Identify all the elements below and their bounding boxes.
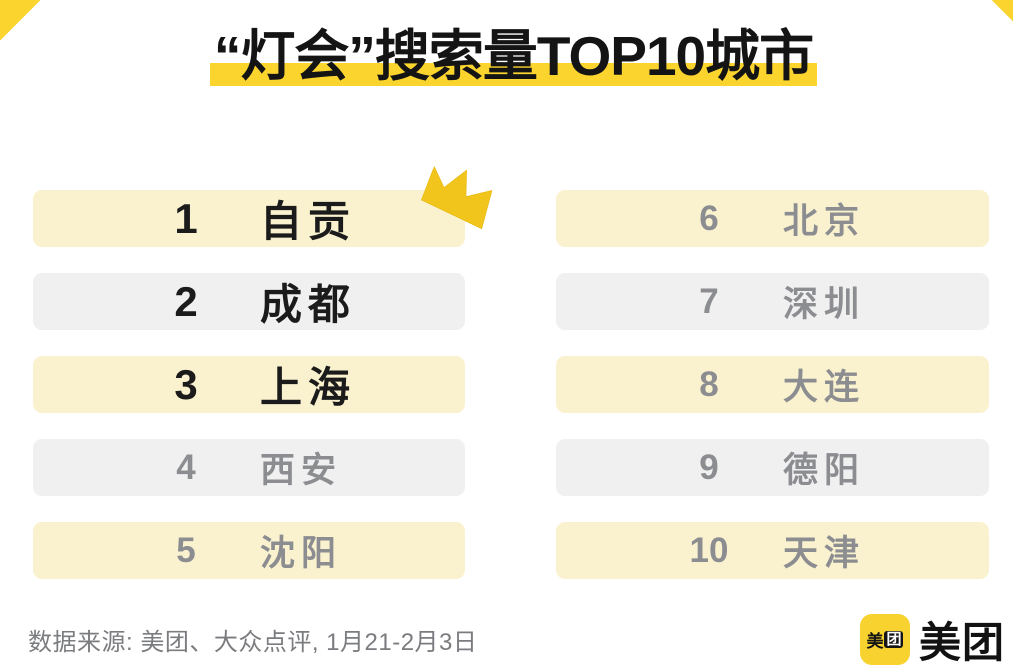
city-name: 沈阳 [260, 534, 343, 573]
ranking-column-right: 6 北京 7 深圳 8 大连 9 德阳 10 天津 [556, 190, 989, 579]
meituan-wordmark: 美团 [918, 619, 1005, 666]
rank-number: 2 [174, 277, 198, 325]
city-name: 上海 [260, 364, 357, 411]
city-name: 西安 [260, 451, 343, 490]
page-title: “灯会”搜索量TOP10城市 [209, 25, 818, 87]
frame-corner-top-right-decoration [984, 0, 1013, 29]
meituan-logo-icon-char-tuan: 团 [884, 631, 904, 648]
rank-row-9: 9 德阳 [556, 439, 989, 496]
rank-row-2: 2 成都 [33, 273, 465, 330]
rank-number: 10 [689, 530, 729, 570]
rank-number: 9 [699, 447, 719, 487]
city-name: 深圳 [783, 285, 866, 324]
rank-row-4: 4 西安 [33, 439, 465, 496]
ranking-column-left: 1 自贡 2 成都 3 上海 4 西安 5 沈阳 [33, 190, 465, 579]
rank-number: 4 [176, 447, 196, 487]
data-source-note: 数据来源: 美团、大众点评, 1月21-2月3日 [28, 629, 478, 656]
meituan-logo-icon-char-mei: 美 [866, 632, 884, 651]
city-name: 成都 [260, 281, 357, 328]
rank-number: 7 [699, 281, 719, 321]
rank-row-1: 1 自贡 [33, 190, 465, 247]
rank-row-3: 3 上海 [33, 356, 465, 413]
city-name: 德阳 [783, 451, 866, 490]
city-name: 天津 [783, 534, 866, 573]
rank-row-6: 6 北京 [556, 190, 989, 247]
rank-row-8: 8 大连 [556, 356, 989, 413]
title-highlight-bar [209, 62, 818, 86]
city-name: 北京 [783, 202, 866, 241]
header: “灯会”搜索量TOP10城市 [0, 26, 1013, 87]
rank-number: 6 [699, 198, 719, 238]
page-title-text: “灯会”搜索量TOP10城市 [213, 25, 814, 87]
city-name: 自贡 [260, 198, 357, 245]
meituan-logo: 美 团 美团 [859, 609, 1005, 670]
crown-icon [414, 150, 508, 239]
rank-number: 5 [176, 530, 196, 570]
rank-row-7: 7 深圳 [556, 273, 989, 330]
rank-row-5: 5 沈阳 [33, 522, 465, 579]
meituan-logo-icon: 美 团 [859, 614, 910, 665]
city-name: 大连 [783, 368, 866, 407]
rank-number: 1 [174, 194, 198, 242]
rank-number: 3 [174, 360, 198, 408]
rank-number: 8 [699, 364, 719, 404]
rank-row-10: 10 天津 [556, 522, 989, 579]
